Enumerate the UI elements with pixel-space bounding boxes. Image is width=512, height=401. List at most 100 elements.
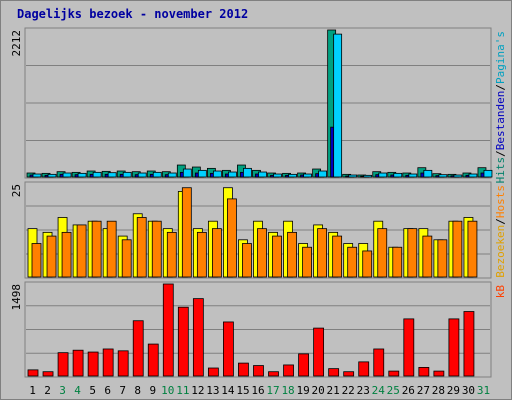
bar-kb-day-21 (328, 368, 340, 377)
bar-hosts-day-11 (181, 187, 192, 278)
legend-entry: / (494, 150, 507, 157)
bar-paginas-day-17 (273, 173, 282, 178)
panel-middle-ymax-label: 25 (10, 184, 23, 197)
bar-hosts-day-14 (227, 198, 237, 278)
bar-hosts-day-18 (287, 231, 297, 278)
legend-entry: kB (494, 285, 507, 299)
bar-kb-day-3 (57, 352, 69, 377)
bar-paginas-day-8 (137, 172, 147, 178)
legend-entry: Bestanden (494, 91, 507, 151)
bar-kb-day-17 (268, 371, 279, 377)
bar-kb-day-8 (132, 320, 144, 377)
day-label-30: 30 (462, 384, 475, 397)
bar-hosts-day-8 (136, 217, 147, 278)
bar-hosts-day-4 (76, 224, 87, 278)
bar-paginas-day-19 (303, 173, 312, 178)
bar-paginas-day-15 (243, 167, 252, 178)
bar-paginas-day-1 (32, 173, 42, 178)
day-label-2: 2 (44, 384, 51, 397)
bar-hosts-day-23 (362, 250, 373, 278)
legend-entry: Hosts (494, 185, 507, 218)
bar-hosts-day-5 (91, 220, 102, 278)
bar-kb-day-11 (177, 306, 189, 377)
panel-bottom: 1498 kB (10, 281, 507, 378)
bar-hosts-day-25 (392, 246, 403, 278)
bar-kb-day-1 (27, 369, 39, 377)
bar-hosts-day-1 (31, 243, 42, 278)
panel-middle: 25 Bezoeken/Hosts (10, 181, 507, 279)
bar-hosts-day-27 (422, 235, 433, 278)
bar-kb-day-16 (253, 365, 264, 377)
day-label-6: 6 (104, 384, 111, 397)
bar-hosts-day-7 (121, 239, 132, 278)
bar-hosts-day-26 (407, 228, 418, 278)
bar-paginas-day-26 (408, 173, 418, 178)
bar-hosts-day-3 (61, 231, 72, 278)
bar-paginas-day-27 (423, 169, 433, 178)
panel-bottom-ymax-label: 1498 (10, 284, 23, 311)
bar-kb-day-15 (238, 362, 249, 377)
bar-paginas-day-4 (77, 172, 87, 178)
day-label-9: 9 (149, 384, 156, 397)
bar-paginas-day-31 (483, 169, 493, 178)
bar-kb-day-30 (463, 311, 475, 377)
bar-kb-day-25 (388, 370, 400, 377)
bar-hosts-day-6 (106, 220, 117, 278)
day-label-5: 5 (89, 384, 96, 397)
bar-paginas-day-7 (122, 171, 132, 178)
day-label-7: 7 (119, 384, 126, 397)
day-label-24: 24 (372, 384, 386, 397)
day-label-21: 21 (327, 384, 340, 397)
day-label-3: 3 (59, 384, 66, 397)
bar-kb-day-10 (162, 283, 174, 377)
bar-kb-day-23 (358, 361, 370, 377)
bar-hosts-day-19 (302, 246, 312, 278)
bar-paginas-day-28 (438, 174, 448, 178)
day-label-29: 29 (447, 384, 460, 397)
legend-entry: / (494, 218, 507, 225)
bar-paginas-day-18 (288, 173, 297, 178)
panel-top-ymax-label: 2212 (10, 30, 23, 57)
bar-paginas-day-22 (348, 174, 358, 178)
bar-hosts-day-24 (377, 228, 388, 278)
chart-title: Dagelijks bezoek - november 2012 (17, 7, 248, 21)
bar-paginas-day-25 (393, 172, 403, 178)
bar-kb-day-6 (102, 348, 114, 377)
day-label-26: 26 (402, 384, 415, 397)
bar-paginas-day-14 (228, 171, 237, 178)
bar-hosts-day-12 (196, 231, 207, 278)
bar-paginas-day-2 (47, 173, 57, 178)
bar-kb-day-4 (72, 349, 84, 377)
bar-kb-day-18 (283, 364, 294, 377)
day-label-17: 17 (266, 384, 279, 397)
bar-kb-day-20 (313, 327, 325, 377)
bar-kb-day-26 (403, 318, 415, 377)
day-label-23: 23 (357, 384, 370, 397)
bar-hosts-day-22 (347, 246, 358, 278)
bar-paginas-day-10 (167, 172, 177, 178)
day-label-25: 25 (387, 384, 400, 397)
day-label-16: 16 (251, 384, 264, 397)
bar-hosts-day-28 (437, 239, 448, 278)
bar-paginas-day-30 (468, 173, 478, 178)
day-label-28: 28 (432, 384, 445, 397)
day-label-19: 19 (296, 384, 309, 397)
day-label-12: 12 (191, 384, 204, 397)
day-label-31: 31 (477, 384, 490, 397)
bar-hosts-day-9 (151, 220, 162, 278)
bar-paginas-day-3 (62, 172, 72, 178)
bar-paginas-day-20 (318, 170, 328, 178)
bar-paginas-day-23 (363, 174, 373, 178)
panel-middle-legend: Bezoeken/Hosts (494, 185, 507, 278)
bar-kb-day-5 (87, 351, 99, 377)
day-label-10: 10 (161, 384, 174, 397)
bar-hosts-day-10 (166, 231, 177, 278)
bar-hosts-day-16 (257, 228, 267, 278)
day-label-20: 20 (312, 384, 325, 397)
bar-hosts-day-13 (211, 228, 222, 278)
day-label-22: 22 (342, 384, 355, 397)
bar-kb-day-28 (433, 370, 445, 377)
bar-kb-day-9 (147, 343, 159, 377)
